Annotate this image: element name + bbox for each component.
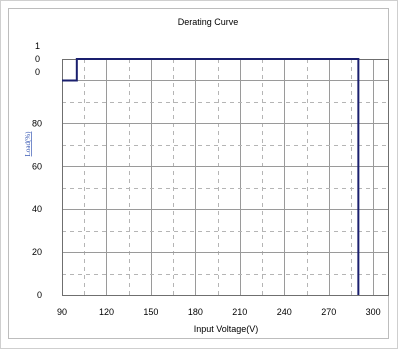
y-tick-label: 80 [32, 118, 42, 128]
chart-title: Derating Curve [178, 17, 239, 27]
y-tick-label: 20 [32, 247, 42, 257]
y-tick-label-top-digit: 1 [35, 41, 40, 51]
x-tick-label: 180 [188, 307, 203, 317]
x-tick-label: 90 [57, 307, 67, 317]
x-tick-label: 150 [143, 307, 158, 317]
y-tick-label-top-digit: 0 [35, 54, 40, 64]
y-tick-label: 40 [32, 204, 42, 214]
y-tick-labels: 0 20 40 60 80 1 0 0 [32, 41, 42, 300]
x-tick-labels: 90 120 150 180 210 240 270 300 [57, 307, 381, 317]
derating-series-line [62, 58, 360, 295]
y-axis-title: Load(%) [24, 131, 32, 157]
y-tick-label: 0 [37, 290, 42, 300]
x-tick-label: 120 [99, 307, 114, 317]
x-axis-title: Input Voltage(V) [194, 324, 259, 334]
x-tick-label: 300 [366, 307, 381, 317]
y-tick-label-top-digit: 0 [35, 67, 40, 77]
series-layer [62, 58, 360, 295]
y-tick-label: 60 [32, 161, 42, 171]
chart-inner-frame [8, 8, 389, 339]
x-tick-label: 240 [277, 307, 292, 317]
x-tick-label: 270 [321, 307, 336, 317]
x-tick-label: 210 [232, 307, 247, 317]
